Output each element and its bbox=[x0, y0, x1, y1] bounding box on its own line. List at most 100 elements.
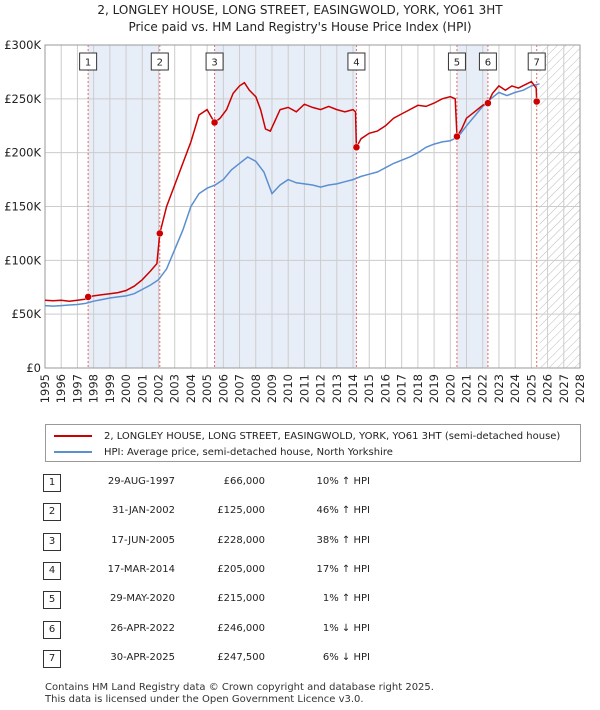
hpi-difference: 17% ↑ HPI bbox=[316, 564, 370, 575]
sale-label-box-6 bbox=[478, 52, 497, 71]
table-row: 5 29-MAY-2020 £215,000 1% ↑ HPI bbox=[0, 591, 600, 613]
x-tick-label-2015: 2015 bbox=[362, 374, 376, 403]
x-tick-label-1999: 1999 bbox=[103, 374, 117, 403]
y-tick-label-200000: £200K bbox=[4, 146, 41, 160]
x-tick-label-2000: 2000 bbox=[119, 374, 133, 403]
hpi-difference: 6% ↓ HPI bbox=[322, 652, 370, 663]
x-tick-label-2027: 2027 bbox=[557, 374, 571, 403]
sale-label-box-1 bbox=[79, 52, 98, 71]
legend-item-property: 2, LONGLEY HOUSE, LONG STREET, EASINGWOL… bbox=[54, 428, 560, 444]
sale-label-7: 7 bbox=[534, 58, 540, 69]
x-tick-label-2019: 2019 bbox=[427, 374, 441, 403]
table-row: 1 29-AUG-1997 £66,000 10% ↑ HPI bbox=[0, 474, 600, 496]
x-tick-label-2026: 2026 bbox=[541, 374, 555, 403]
legend-item-hpi: HPI: Average price, semi-detached house,… bbox=[54, 444, 393, 460]
sale-label-3: 3 bbox=[211, 58, 217, 69]
sale-price: £125,000 bbox=[217, 505, 265, 516]
table-row: 3 17-JUN-2005 £228,000 38% ↑ HPI bbox=[0, 533, 600, 555]
y-tick-label-150000: £150K bbox=[4, 200, 41, 214]
x-tick-label-2001: 2001 bbox=[135, 374, 149, 403]
legend: 2, LONGLEY HOUSE, LONG STREET, EASINGWOL… bbox=[45, 424, 581, 462]
x-tick-label-2006: 2006 bbox=[216, 374, 230, 403]
x-tick-label-2014: 2014 bbox=[346, 374, 360, 403]
sale-label-box-5 bbox=[447, 52, 466, 71]
sale-point-3 bbox=[210, 118, 219, 127]
x-tick-label-2025: 2025 bbox=[524, 374, 538, 403]
table-row: 2 31-JAN-2002 £125,000 46% ↑ HPI bbox=[0, 503, 600, 525]
x-tick-label-2017: 2017 bbox=[395, 374, 409, 403]
x-tick-label-2009: 2009 bbox=[265, 374, 279, 403]
sale-label-4: 4 bbox=[353, 58, 359, 69]
sale-number-badge: 5 bbox=[43, 591, 61, 609]
x-tick-label-2020: 2020 bbox=[443, 374, 457, 403]
sale-label-box-3 bbox=[205, 52, 224, 71]
sale-date: 29-AUG-1997 bbox=[107, 476, 175, 487]
x-tick-label-1997: 1997 bbox=[70, 374, 84, 403]
plot-border bbox=[44, 44, 581, 369]
y-tick-label-250000: £250K bbox=[4, 92, 41, 106]
hpi-difference: 46% ↑ HPI bbox=[316, 505, 370, 516]
y-tick-label-0: £0 bbox=[26, 361, 41, 375]
table-row: 7 30-APR-2025 £247,500 6% ↓ HPI bbox=[0, 650, 600, 672]
hpi-line-swatch bbox=[54, 451, 92, 453]
footer-line-1: Contains HM Land Registry data © Crown c… bbox=[45, 682, 434, 693]
title-line-2: Price paid vs. HM Land Registry's House … bbox=[128, 20, 472, 34]
sale-date: 29-MAY-2020 bbox=[109, 593, 175, 604]
x-tick-label-2028: 2028 bbox=[573, 374, 587, 403]
x-tick-label-1996: 1996 bbox=[54, 374, 68, 403]
sale-price: £228,000 bbox=[217, 535, 265, 546]
sale-price: £205,000 bbox=[217, 564, 265, 575]
title-line-1: 2, LONGLEY HOUSE, LONG STREET, EASINGWOL… bbox=[97, 3, 503, 17]
x-tick-label-2018: 2018 bbox=[411, 374, 425, 403]
x-tick-label-2008: 2008 bbox=[249, 374, 263, 403]
sale-date: 17-JUN-2005 bbox=[111, 535, 175, 546]
sale-date: 31-JAN-2002 bbox=[111, 505, 175, 516]
legend-property-label: 2, LONGLEY HOUSE, LONG STREET, EASINGWOL… bbox=[104, 430, 561, 442]
footer-line-2: This data is licensed under the Open Gov… bbox=[45, 694, 364, 705]
hpi-difference: 38% ↑ HPI bbox=[316, 535, 370, 546]
x-tick-label-2021: 2021 bbox=[460, 374, 474, 403]
x-tick-label-2007: 2007 bbox=[233, 374, 247, 403]
footer: Contains HM Land Registry data © Crown c… bbox=[45, 682, 434, 706]
property-line-swatch bbox=[54, 435, 92, 437]
sale-point-1 bbox=[84, 293, 92, 301]
sale-label-6: 6 bbox=[485, 58, 491, 69]
y-tick-label-300000: £300K bbox=[4, 38, 41, 52]
x-tick-label-2010: 2010 bbox=[281, 374, 295, 403]
x-tick-label-1998: 1998 bbox=[87, 374, 101, 403]
x-tick-label-2024: 2024 bbox=[508, 374, 522, 403]
x-tick-label-2002: 2002 bbox=[151, 374, 165, 403]
sale-date: 30-APR-2025 bbox=[110, 652, 175, 663]
x-tick-label-1995: 1995 bbox=[38, 374, 52, 403]
x-tick-label-2005: 2005 bbox=[200, 374, 214, 403]
sale-point-6 bbox=[484, 99, 492, 107]
hpi-difference: 1% ↑ HPI bbox=[322, 593, 370, 604]
x-tick-label-2016: 2016 bbox=[378, 374, 392, 403]
table-row: 4 17-MAR-2014 £205,000 17% ↑ HPI bbox=[0, 562, 600, 584]
y-tick-label-50000: £50K bbox=[12, 307, 42, 321]
x-tick-label-2012: 2012 bbox=[314, 374, 328, 403]
sale-point-5 bbox=[453, 132, 461, 141]
sale-label-box-2 bbox=[150, 52, 169, 71]
sale-point-2 bbox=[156, 229, 164, 238]
sale-label-5: 5 bbox=[454, 58, 460, 69]
sale-number-badge: 4 bbox=[43, 562, 61, 580]
hpi-difference: 1% ↓ HPI bbox=[322, 623, 370, 634]
chart-title: 2, LONGLEY HOUSE, LONG STREET, EASINGWOL… bbox=[0, 2, 600, 36]
price-chart: 1 2 3 4 5 6 7 £0 £50K £100K £150K £200K £250K £300K 19… bbox=[4, 38, 587, 403]
x-tick-label-2011: 2011 bbox=[297, 374, 311, 403]
table-row: 6 26-APR-2022 £246,000 1% ↓ HPI bbox=[0, 621, 600, 643]
sale-price: £215,000 bbox=[217, 593, 265, 604]
x-tick-label-2022: 2022 bbox=[476, 374, 490, 403]
sale-price: £247,500 bbox=[217, 652, 265, 663]
sale-point-7 bbox=[532, 97, 541, 106]
sale-label-1: 1 bbox=[85, 58, 91, 69]
sale-label-box-4 bbox=[347, 52, 366, 71]
x-tick-label-2013: 2013 bbox=[330, 374, 344, 403]
sale-number-badge: 2 bbox=[43, 503, 61, 521]
sale-number-badge: 3 bbox=[43, 533, 61, 551]
sale-number-badge: 6 bbox=[43, 621, 61, 639]
sale-number-badge: 1 bbox=[43, 474, 61, 492]
hpi-difference: 10% ↑ HPI bbox=[316, 476, 370, 487]
property-price-line bbox=[45, 80, 538, 302]
